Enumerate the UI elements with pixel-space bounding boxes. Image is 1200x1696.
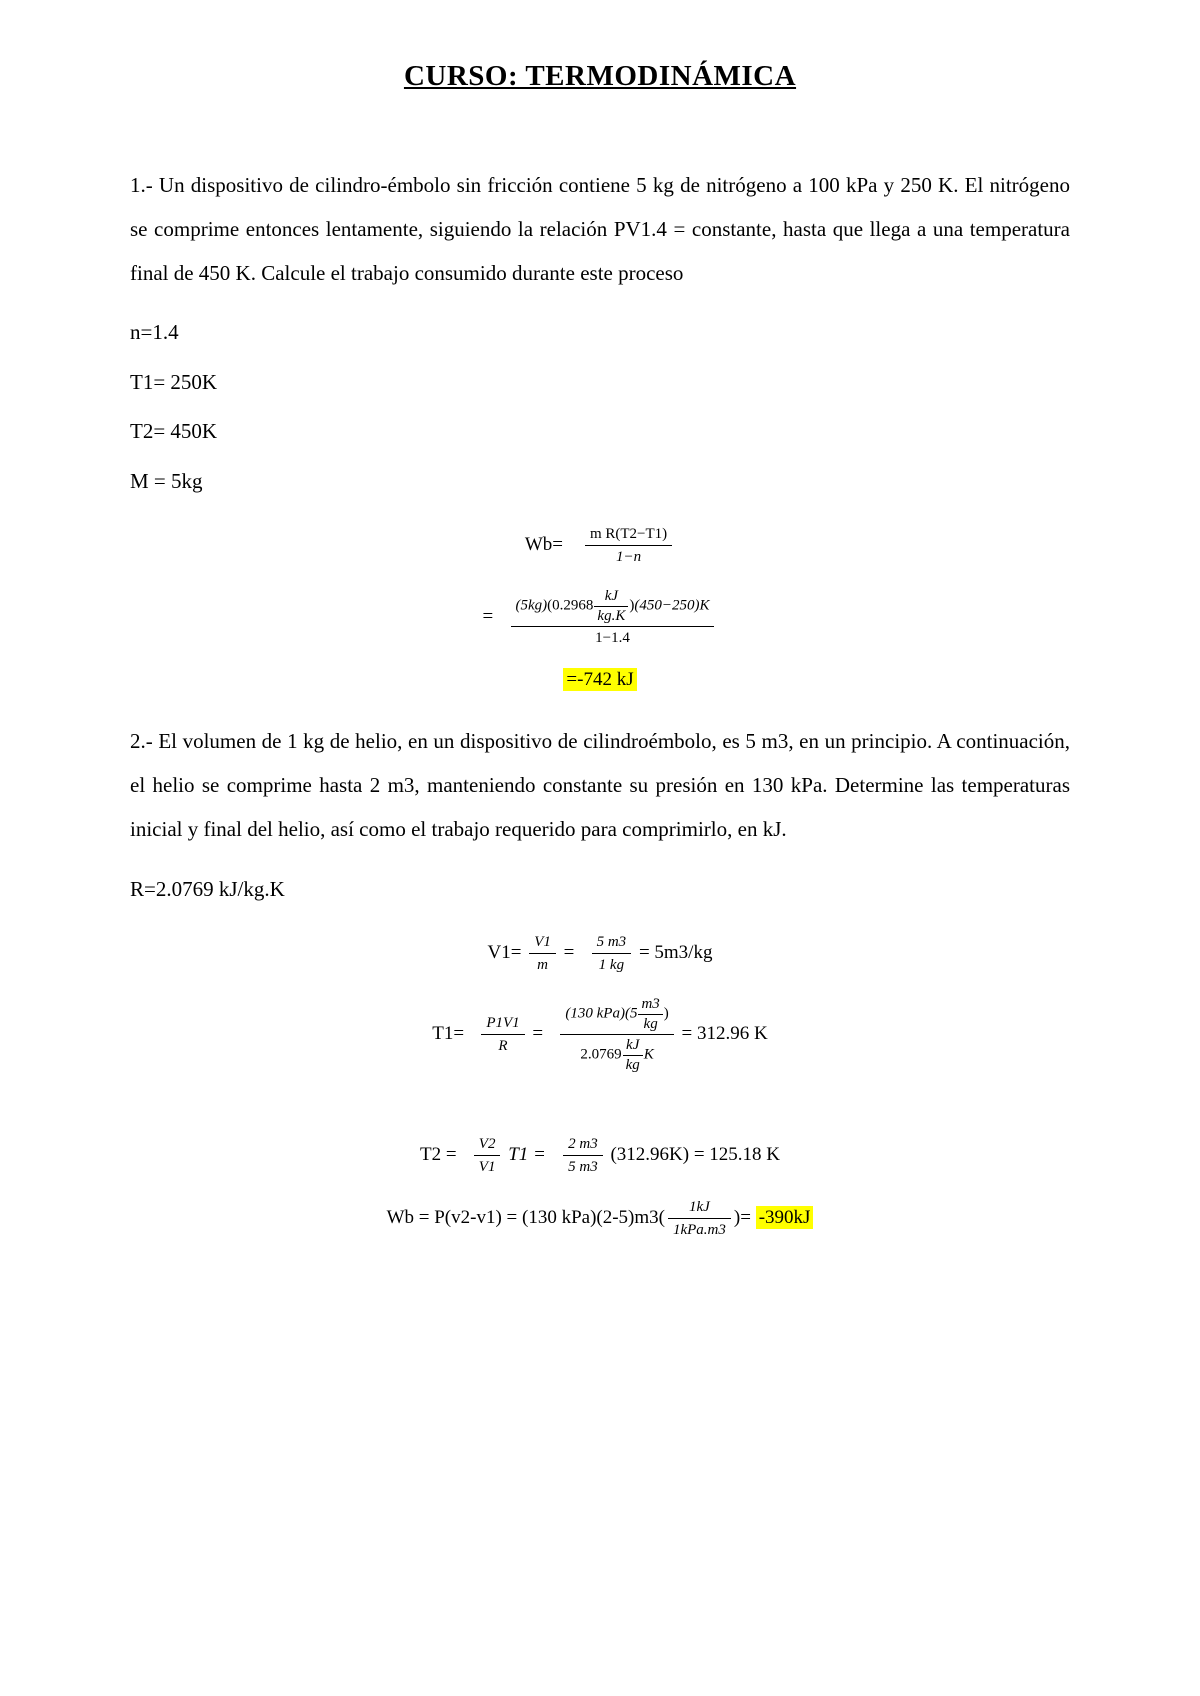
inner-num: kJ [623,1037,643,1056]
denominator: 5 m3 [563,1156,603,1176]
denominator: 1−n [585,546,672,566]
equation-wb-result: =-742 kJ [130,669,1070,691]
numerator: 5 m3 [592,933,632,954]
eq-mid: T1 = [508,1144,546,1165]
fraction: m R(T2−T1) 1−n [585,525,672,566]
problem-2-statement: 2.- El volumen de 1 kg de helio, en un d… [130,719,1070,851]
equation-wb-p2: Wb = P(v2-v1) = (130 kPa)(2-5)m3(1kJ1kPa… [130,1198,1070,1239]
problem-1-given-m: M = 5kg [130,466,1070,498]
den-part: 2.0769 [580,1047,621,1063]
denominator: R [481,1035,524,1055]
numerator: (5kg)(0.2968kJkg.K)(450−250)K [511,588,715,627]
fraction: 2 m3 5 m3 [563,1135,603,1176]
inner-den: kg [623,1056,643,1074]
equation-wb-substitution: = (5kg)(0.2968kJkg.K)(450−250)K 1−1.4 [130,588,1070,647]
coef: 0.2968 [552,598,593,614]
eq-lhs: T1= [432,1023,464,1044]
numerator: V1 [529,933,556,954]
inner-fraction: kJkg [623,1037,643,1073]
denominator: V1 [474,1156,501,1176]
eq-lhs: T2 = [420,1144,457,1165]
problem-1-given-n: n=1.4 [130,317,1070,349]
eq-sign: = [483,606,494,627]
fraction: (130 kPa)(5m3kg) 2.0769kJkgK [560,996,673,1073]
paren-value: (312.96K) [610,1144,689,1165]
inner-den: kg.K [594,607,628,625]
document-page: CURSO: TERMODINÁMICA 1.- Un dispositivo … [0,0,1200,1696]
problem-1-equations: Wb= m R(T2−T1) 1−n = (5kg)(0.2968kJkg.K)… [130,525,1070,691]
num-part: ) [664,1006,669,1022]
eq-lhs: Wb= [525,534,563,555]
num-part: (5kg) [516,598,548,614]
inner-fraction: m3kg [638,996,662,1032]
numerator: V2 [474,1135,501,1156]
equation-t1: T1= P1V1 R = (130 kPa)(5m3kg) 2.0769kJkg… [130,996,1070,1073]
numerator: m R(T2−T1) [585,525,672,546]
problem-1-statement: 1.- Un dispositivo de cilindro-émbolo si… [130,163,1070,295]
problem-2-given-r: R=2.0769 kJ/kg.K [130,874,1070,906]
fraction: P1V1 R [481,1014,524,1055]
eq-rhs: = 125.18 K [694,1144,780,1165]
eq-rhs: = 5m3/kg [639,942,713,963]
den-part: K [644,1047,654,1063]
problem-2-equations: V1= V1 m = 5 m3 1 kg = 5m3/kg T1= P1V1 R… [130,933,1070,1239]
equation-v1: V1= V1 m = 5 m3 1 kg = 5m3/kg [130,933,1070,974]
denominator: 1kPa.m3 [668,1219,731,1239]
inner-num: m3 [638,996,662,1015]
numerator: 2 m3 [563,1135,603,1156]
num-part: (450−250)K [634,598,709,614]
equation-wb-formula: Wb= m R(T2−T1) 1−n [130,525,1070,566]
eq-rhs: = 312.96 K [682,1023,768,1044]
fraction: 1kJ1kPa.m3 [668,1198,731,1239]
numerator: 1kJ [668,1198,731,1219]
equation-t2: T2 = V2 V1 T1 = 2 m3 5 m3 (312.96K) = 12… [130,1135,1070,1176]
eq-mid: )= [734,1207,751,1228]
denominator: 2.0769kJkgK [560,1035,673,1073]
highlighted-result: =-742 kJ [563,668,636,691]
denominator: 1 kg [592,954,632,974]
problem-1-given-t1: T1= 250K [130,367,1070,399]
fraction: V2 V1 [474,1135,501,1176]
numerator: (130 kPa)(5m3kg) [560,996,673,1035]
fraction: 5 m3 1 kg [592,933,632,974]
problem-1-given-t2: T2= 450K [130,416,1070,448]
denominator: 1−1.4 [511,627,715,647]
eq-lhs: V1= [488,942,522,963]
inner-num: kJ [594,588,628,607]
denominator: m [529,954,556,974]
eq-lhs: Wb = P(v2-v1) = (130 kPa)(2-5)m3( [387,1207,665,1228]
eq-sign: = [532,1023,543,1044]
fraction: V1 m [529,933,556,974]
inner-den: kg [638,1015,662,1033]
eq-sign: = [564,942,575,963]
num-part: (130 kPa)(5 [565,1006,637,1022]
numerator: P1V1 [481,1014,524,1035]
page-title: CURSO: TERMODINÁMICA [130,60,1070,93]
inner-fraction: kJkg.K [594,588,628,624]
fraction: (5kg)(0.2968kJkg.K)(450−250)K 1−1.4 [511,588,715,647]
highlighted-result: -390kJ [756,1206,814,1229]
